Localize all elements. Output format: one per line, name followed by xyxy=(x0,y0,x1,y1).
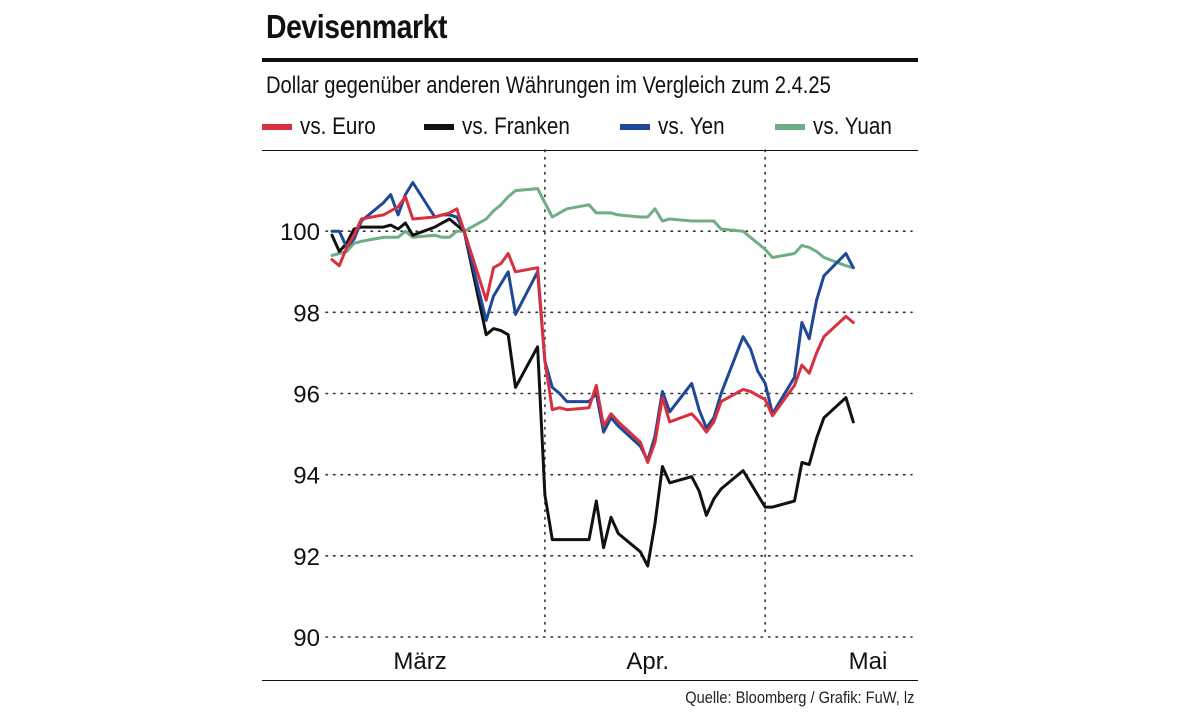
legend-item-yen: vs. Yen xyxy=(620,112,735,142)
x-tick-label: Apr. xyxy=(626,648,669,675)
y-tick-label: 90 xyxy=(293,625,320,652)
y-tick-label: 100 xyxy=(280,219,320,246)
legend-label-franken: vs. Franken xyxy=(462,113,570,140)
y-tick-label: 96 xyxy=(293,382,320,409)
series-line-vs-euro xyxy=(330,195,855,464)
legend-item-euro: vs. Euro xyxy=(262,112,388,142)
series-line-vs-franken xyxy=(330,217,855,568)
line-chart: 90 92 94 96 98 100 März Apr. Mai xyxy=(280,149,913,675)
x-tick-label: Mai xyxy=(849,648,888,675)
chart-legend: vs. Euro vs. Franken vs. Yen vs. Yuan xyxy=(262,112,918,144)
legend-swatch-euro xyxy=(262,124,292,130)
legend-label-euro: vs. Euro xyxy=(300,113,376,140)
legend-rule xyxy=(262,150,918,151)
page-title: Devisenmarkt xyxy=(266,8,447,45)
legend-item-franken: vs. Franken xyxy=(424,112,587,142)
legend-swatch-yen xyxy=(620,124,650,130)
x-tick-label: März xyxy=(393,648,446,675)
footer-rule xyxy=(262,680,918,681)
legend-item-yuan: vs. Yuan xyxy=(775,112,905,142)
y-tick-label: 98 xyxy=(293,300,320,327)
legend-swatch-yuan xyxy=(775,124,805,130)
title-rule xyxy=(262,58,918,62)
legend-label-yen: vs. Yen xyxy=(658,113,725,140)
chart-panel: Devisenmarkt Dollar gegenüber anderen Wä… xyxy=(262,0,918,713)
legend-label-yuan: vs. Yuan xyxy=(813,113,892,140)
series-line-vs-yen xyxy=(330,181,855,462)
source-note: Quelle: Bloomberg / Grafik: FuW, lz xyxy=(684,688,914,707)
legend-swatch-franken xyxy=(424,124,454,130)
y-tick-label: 94 xyxy=(293,463,320,490)
y-tick-label: 92 xyxy=(293,544,320,571)
series-line-vs-yuan xyxy=(330,187,855,270)
chart-subtitle: Dollar gegenüber anderen Währungen im Ve… xyxy=(266,72,831,99)
